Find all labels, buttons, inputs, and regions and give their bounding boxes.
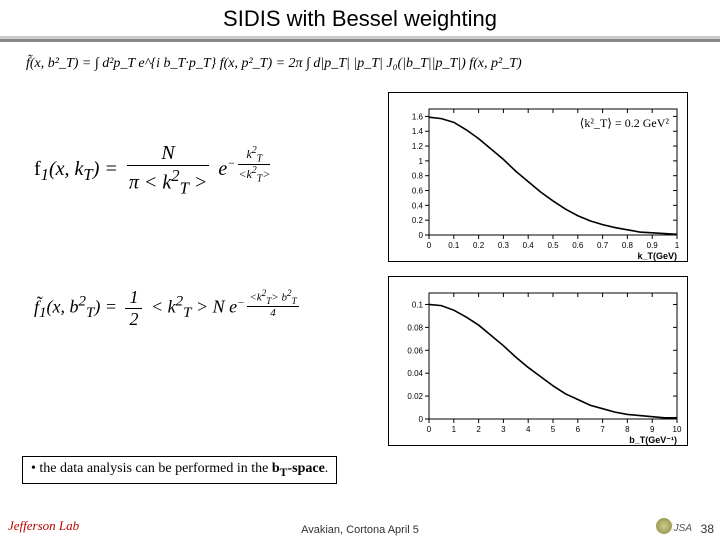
svg-text:0.1: 0.1 <box>412 300 424 309</box>
svg-text:0.4: 0.4 <box>412 201 424 210</box>
svg-text:1.2: 1.2 <box>412 142 424 151</box>
svg-text:2: 2 <box>476 425 481 434</box>
formula-mid: f1(x, kT) = N π < k2T > e− k2T <k2T> <box>34 142 270 199</box>
svg-text:1: 1 <box>452 425 457 434</box>
svg-text:⟨k²_T⟩ = 0.2 GeV²: ⟨k²_T⟩ = 0.2 GeV² <box>580 116 670 130</box>
svg-text:0.6: 0.6 <box>572 241 584 250</box>
content-area: f̃(x, b²_T) = ∫ d²p_T e^{i b_T·p_T} f(x,… <box>0 42 720 512</box>
svg-text:0.4: 0.4 <box>523 241 535 250</box>
chart-bottom: 0 1 2 3 4 5 6 7 8 9 10 0 0.02 0.04 0.06 0.08 0.1 b_T(GeV⁻… <box>388 276 688 446</box>
note-box: • the data analysis can be performed in … <box>22 456 337 484</box>
svg-text:0.6: 0.6 <box>412 187 424 196</box>
svg-text:0: 0 <box>419 231 424 240</box>
svg-text:0: 0 <box>427 241 432 250</box>
svg-text:9: 9 <box>650 425 655 434</box>
svg-text:6: 6 <box>576 425 581 434</box>
svg-text:1: 1 <box>675 241 680 250</box>
note-text: • the data analysis can be performed in … <box>31 461 328 476</box>
svg-text:10: 10 <box>673 425 682 434</box>
formula-bottom: f̃1(x, b2T) = 1 2 < k2T > N e− <k2T> b2T… <box>34 287 299 330</box>
footer: Jefferson Lab Avakian, Cortona April 5 J… <box>0 514 720 536</box>
svg-text:1: 1 <box>419 157 424 166</box>
svg-text:4: 4 <box>526 425 531 434</box>
svg-text:8: 8 <box>625 425 630 434</box>
page-number: 38 <box>701 522 714 536</box>
svg-text:0.8: 0.8 <box>412 172 424 181</box>
svg-text:3: 3 <box>501 425 506 434</box>
jsa-label: JSA <box>674 523 692 534</box>
svg-text:k_T(GeV): k_T(GeV) <box>637 251 677 261</box>
svg-text:1.6: 1.6 <box>412 112 424 121</box>
svg-text:5: 5 <box>551 425 556 434</box>
svg-text:0.7: 0.7 <box>597 241 609 250</box>
seal-icon <box>656 518 672 534</box>
svg-text:0.1: 0.1 <box>448 241 460 250</box>
chart-top: 0 0.1 0.2 0.3 0.4 0.5 0.6 0.7 0.8 0.9 1 0 0.2 0.4 0.6 0… <box>388 92 688 262</box>
svg-text:b_T(GeV⁻¹): b_T(GeV⁻¹) <box>629 435 677 445</box>
svg-text:7: 7 <box>600 425 605 434</box>
formula-top: f̃(x, b²_T) = ∫ d²p_T e^{i b_T·p_T} f(x,… <box>26 56 522 72</box>
svg-text:0: 0 <box>427 425 432 434</box>
svg-text:0.02: 0.02 <box>407 392 423 401</box>
svg-text:0.08: 0.08 <box>407 323 423 332</box>
svg-text:1.4: 1.4 <box>412 127 424 136</box>
svg-text:0.9: 0.9 <box>647 241 659 250</box>
svg-text:0.04: 0.04 <box>407 369 423 378</box>
svg-text:0.8: 0.8 <box>622 241 634 250</box>
svg-text:0.2: 0.2 <box>473 241 485 250</box>
svg-text:0.3: 0.3 <box>498 241 510 250</box>
page-title: SIDIS with Bessel weighting <box>0 0 720 36</box>
svg-text:0.2: 0.2 <box>412 216 424 225</box>
svg-text:0.06: 0.06 <box>407 346 423 355</box>
jlab-logo: Jefferson Lab <box>8 518 79 534</box>
footer-center: Avakian, Cortona April 5 <box>301 524 419 536</box>
svg-text:0.5: 0.5 <box>547 241 559 250</box>
svg-text:0: 0 <box>419 415 424 424</box>
